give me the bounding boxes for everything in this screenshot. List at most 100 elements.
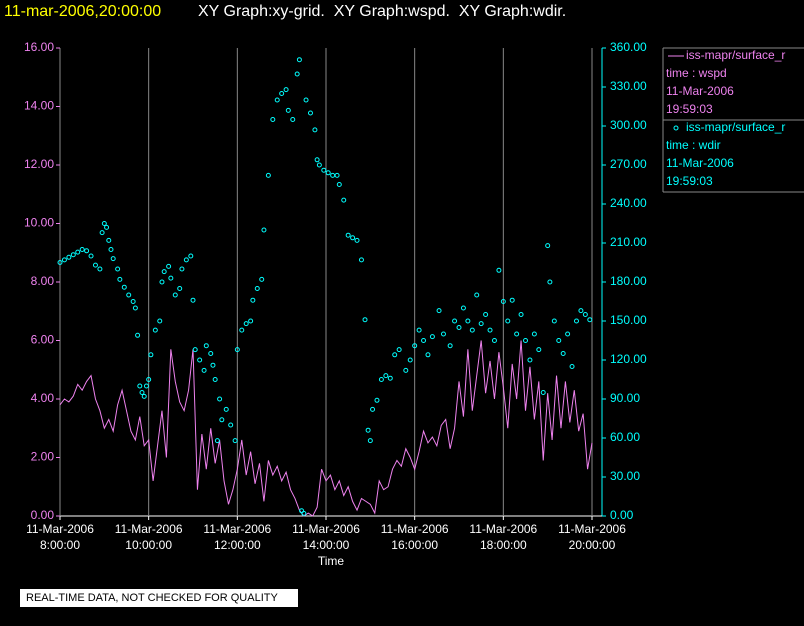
- data-point: [452, 318, 458, 324]
- data-point: [551, 318, 557, 324]
- x-axis-label: Time: [318, 554, 345, 568]
- data-point: [578, 308, 584, 314]
- data-point: [201, 367, 207, 373]
- data-point: [104, 224, 110, 230]
- data-point: [210, 362, 216, 368]
- data-point: [378, 377, 384, 382]
- data-point: [447, 343, 453, 349]
- data-point: [301, 510, 307, 516]
- y2-tick-label: 300.00: [610, 118, 647, 132]
- data-point: [387, 375, 393, 381]
- data-point: [392, 352, 398, 358]
- data-point: [367, 438, 373, 444]
- legend-label: iss-mapr/surface_r: [686, 120, 785, 134]
- x-tick-label: 11-Mar-2006 20:00:00: [558, 522, 626, 552]
- data-point: [429, 334, 435, 340]
- data-point: [61, 257, 67, 263]
- data-point: [192, 347, 198, 353]
- y2-tick-label: 330.00: [610, 79, 647, 93]
- y-tick-label: 12.00: [24, 157, 54, 171]
- data-point: [141, 393, 147, 399]
- y-tick-label: 16.00: [24, 40, 54, 54]
- y-tick-label: 0.00: [31, 508, 55, 522]
- y2-tick-label: 30.00: [610, 469, 640, 483]
- data-point: [370, 406, 376, 412]
- data-point: [407, 357, 413, 363]
- data-point: [350, 235, 356, 241]
- data-point: [214, 438, 220, 444]
- data-point: [234, 347, 240, 353]
- data-point: [345, 232, 351, 238]
- legend-detail: 19:59:03: [666, 174, 713, 188]
- data-point: [321, 167, 327, 173]
- data-point: [148, 352, 154, 358]
- data-point: [117, 276, 123, 282]
- data-point: [106, 237, 112, 243]
- data-point: [440, 331, 446, 337]
- data-point: [312, 127, 318, 133]
- data-point: [523, 338, 528, 343]
- data-point: [84, 248, 90, 254]
- data-point: [540, 390, 546, 395]
- data-point: [421, 338, 427, 343]
- data-point: [208, 351, 214, 356]
- data-point: [99, 230, 105, 236]
- data-point: [314, 157, 320, 163]
- legend-label: iss-mapr/surface_r: [686, 48, 785, 62]
- data-point: [487, 327, 493, 333]
- data-point: [474, 292, 480, 298]
- timestamp: 11-mar-2006,20:00:00: [4, 3, 161, 20]
- x-tick-label: 11-Mar-2006 14:00:00: [292, 522, 360, 552]
- data-point: [250, 297, 256, 303]
- data-point: [274, 97, 280, 103]
- data-point: [396, 347, 402, 353]
- data-point: [243, 321, 249, 327]
- data-point: [70, 252, 76, 258]
- data-point: [137, 383, 143, 389]
- data-point: [135, 332, 141, 338]
- y-tick-label: 14.00: [24, 99, 54, 113]
- data-line: [59, 340, 593, 517]
- data-point: [197, 357, 203, 363]
- data-point: [303, 97, 309, 103]
- data-point: [285, 107, 291, 113]
- y2-tick-label: 150.00: [610, 313, 647, 327]
- x-tick-label: 11-Mar-2006 8:00:00: [26, 522, 94, 552]
- data-point: [159, 279, 165, 285]
- data-point: [259, 276, 265, 282]
- data-point: [239, 327, 245, 333]
- data-point: [57, 260, 63, 265]
- y2-tick-label: 180.00: [610, 274, 647, 288]
- data-point: [161, 269, 167, 275]
- data-point: [556, 338, 562, 343]
- data-point: [108, 247, 114, 252]
- data-point: [279, 91, 285, 96]
- legend-detail: 19:59:03: [666, 102, 713, 116]
- data-point: [232, 438, 238, 444]
- data-point: [358, 257, 364, 263]
- data-point: [587, 317, 593, 323]
- data-point: [290, 117, 296, 122]
- data-point: [66, 254, 72, 260]
- data-point: [545, 243, 551, 249]
- data-point: [121, 284, 127, 290]
- data-point: [469, 327, 475, 333]
- x-tick-label: 11-Mar-2006 12:00:00: [203, 522, 271, 552]
- data-point: [365, 427, 371, 433]
- y2-tick-label: 360.00: [610, 40, 647, 54]
- data-point: [334, 172, 340, 178]
- data-point: [336, 182, 342, 187]
- y2-tick-label: 120.00: [610, 352, 647, 366]
- chart-title: XY Graph:xy-grid. XY Graph:wspd. XY Grap…: [198, 3, 566, 20]
- data-point: [425, 352, 431, 358]
- legend-detail: 11-Mar-2006: [666, 84, 734, 98]
- data-point: [341, 197, 347, 203]
- data-point: [496, 267, 502, 273]
- data-point: [403, 367, 409, 373]
- data-point: [316, 162, 322, 168]
- data-point: [518, 312, 524, 317]
- data-point: [536, 347, 542, 353]
